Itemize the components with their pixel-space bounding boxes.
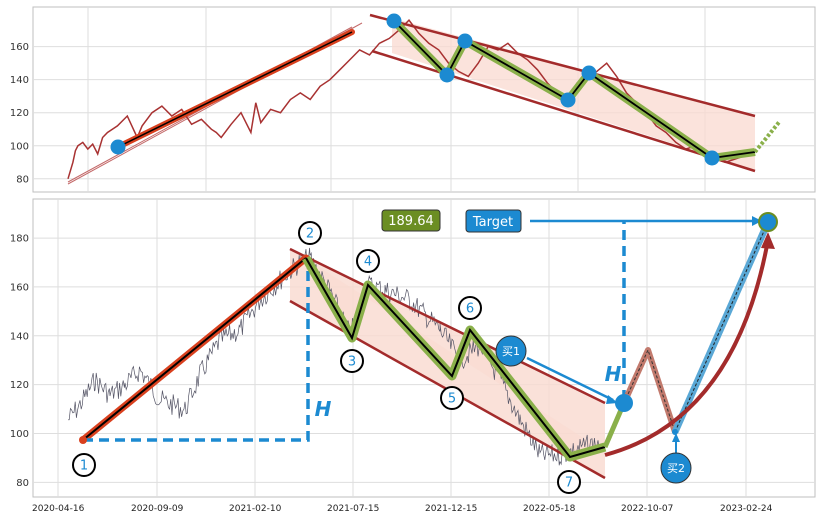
top-projection	[753, 119, 782, 154]
top-price-line	[67, 19, 756, 180]
bottom-y-tick-label: 80	[16, 478, 29, 489]
bottom-y-tick-label: 180	[10, 234, 29, 245]
top-pivot-marker	[386, 13, 402, 29]
wave-label-circle	[356, 249, 380, 273]
height-label-left: H	[315, 397, 332, 421]
start-marker	[79, 436, 87, 444]
buy1-arrow-head	[606, 395, 618, 404]
wave-label-circle	[340, 349, 364, 373]
x-date-tick-label: 2023-02-24	[720, 504, 773, 514]
wave-label-circle	[298, 221, 322, 245]
target-point-marker	[758, 212, 778, 232]
top-pivot-marker	[704, 150, 720, 166]
buy1-badge-text: 买1	[502, 345, 520, 358]
wave-label-circle	[72, 453, 96, 477]
bottom-uptrend-core	[82, 257, 307, 441]
buy1-badge	[495, 335, 527, 367]
wave-label-circle	[440, 386, 464, 410]
top-pivot-marker	[581, 65, 597, 81]
target-label-text: Target	[472, 215, 513, 230]
buy2-arrow-head	[672, 433, 680, 442]
x-date-tick-label: 2021-02-10	[229, 504, 282, 514]
top-pivot-marker	[110, 139, 126, 155]
top-pivot-marker	[457, 33, 473, 49]
x-date-tick-label: 2021-07-15	[327, 504, 379, 514]
bottom-y-tick-label: 140	[10, 331, 29, 342]
proj-seg-blue-dash	[674, 221, 769, 433]
target-value-box	[381, 209, 441, 232]
target-value-text: 189.64	[388, 214, 434, 229]
wave-number-label: 1	[80, 459, 88, 474]
x-date-tick-label: 2020-04-16	[32, 504, 85, 514]
bottom-y-tick-label: 100	[10, 429, 29, 440]
bottom-h-dashed-left	[83, 258, 310, 442]
x-date-tick-label: 2022-10-07	[621, 504, 673, 514]
buy1-point-marker	[615, 394, 633, 412]
top-y-tick-label: 140	[10, 75, 29, 86]
x-date-tick-label: 2022-05-18	[523, 504, 576, 514]
wave-number-label: 4	[364, 255, 372, 270]
bottom-y-tick-label: 120	[10, 380, 29, 391]
buy2-point-marker	[672, 429, 678, 435]
proj-seg-red-dash	[623, 348, 676, 433]
bottom-y-tick-label: 160	[10, 282, 29, 293]
curve-arrowhead	[761, 232, 775, 249]
wave-number-label: 2	[306, 227, 314, 242]
top-y-tick-label: 120	[10, 108, 29, 119]
x-date-tick-label: 2021-12-15	[425, 504, 477, 514]
top-uptrend-core	[117, 31, 353, 148]
buy2-badge-text: 买2	[667, 462, 685, 475]
buy2-badge	[660, 452, 692, 484]
top-y-tick-label: 80	[16, 174, 29, 185]
top-y-tick-label: 100	[10, 141, 29, 152]
x-date-tick-label: 2020-09-09	[131, 504, 184, 514]
curve-arrow	[604, 239, 770, 457]
top-pivot-marker	[560, 92, 576, 108]
wave-number-label: 6	[466, 302, 474, 317]
target-arrow-head	[752, 216, 762, 226]
wave-label-circle	[458, 296, 482, 320]
bottom-wave-line	[305, 257, 606, 459]
buy1-arrow-line	[526, 356, 614, 402]
top-pivot-marker	[439, 67, 455, 83]
top-channel-upper	[369, 13, 756, 118]
height-label-right: H	[605, 362, 622, 386]
wave-number-label: 5	[448, 392, 456, 407]
wave-number-label: 7	[565, 476, 573, 491]
wave-label-circle	[557, 470, 581, 494]
top-y-tick-label: 160	[10, 42, 29, 53]
wave-number-label: 3	[348, 355, 356, 370]
target-label-box	[465, 209, 522, 233]
bottom-channel-upper	[289, 247, 606, 405]
top-channel-lower	[371, 49, 756, 173]
